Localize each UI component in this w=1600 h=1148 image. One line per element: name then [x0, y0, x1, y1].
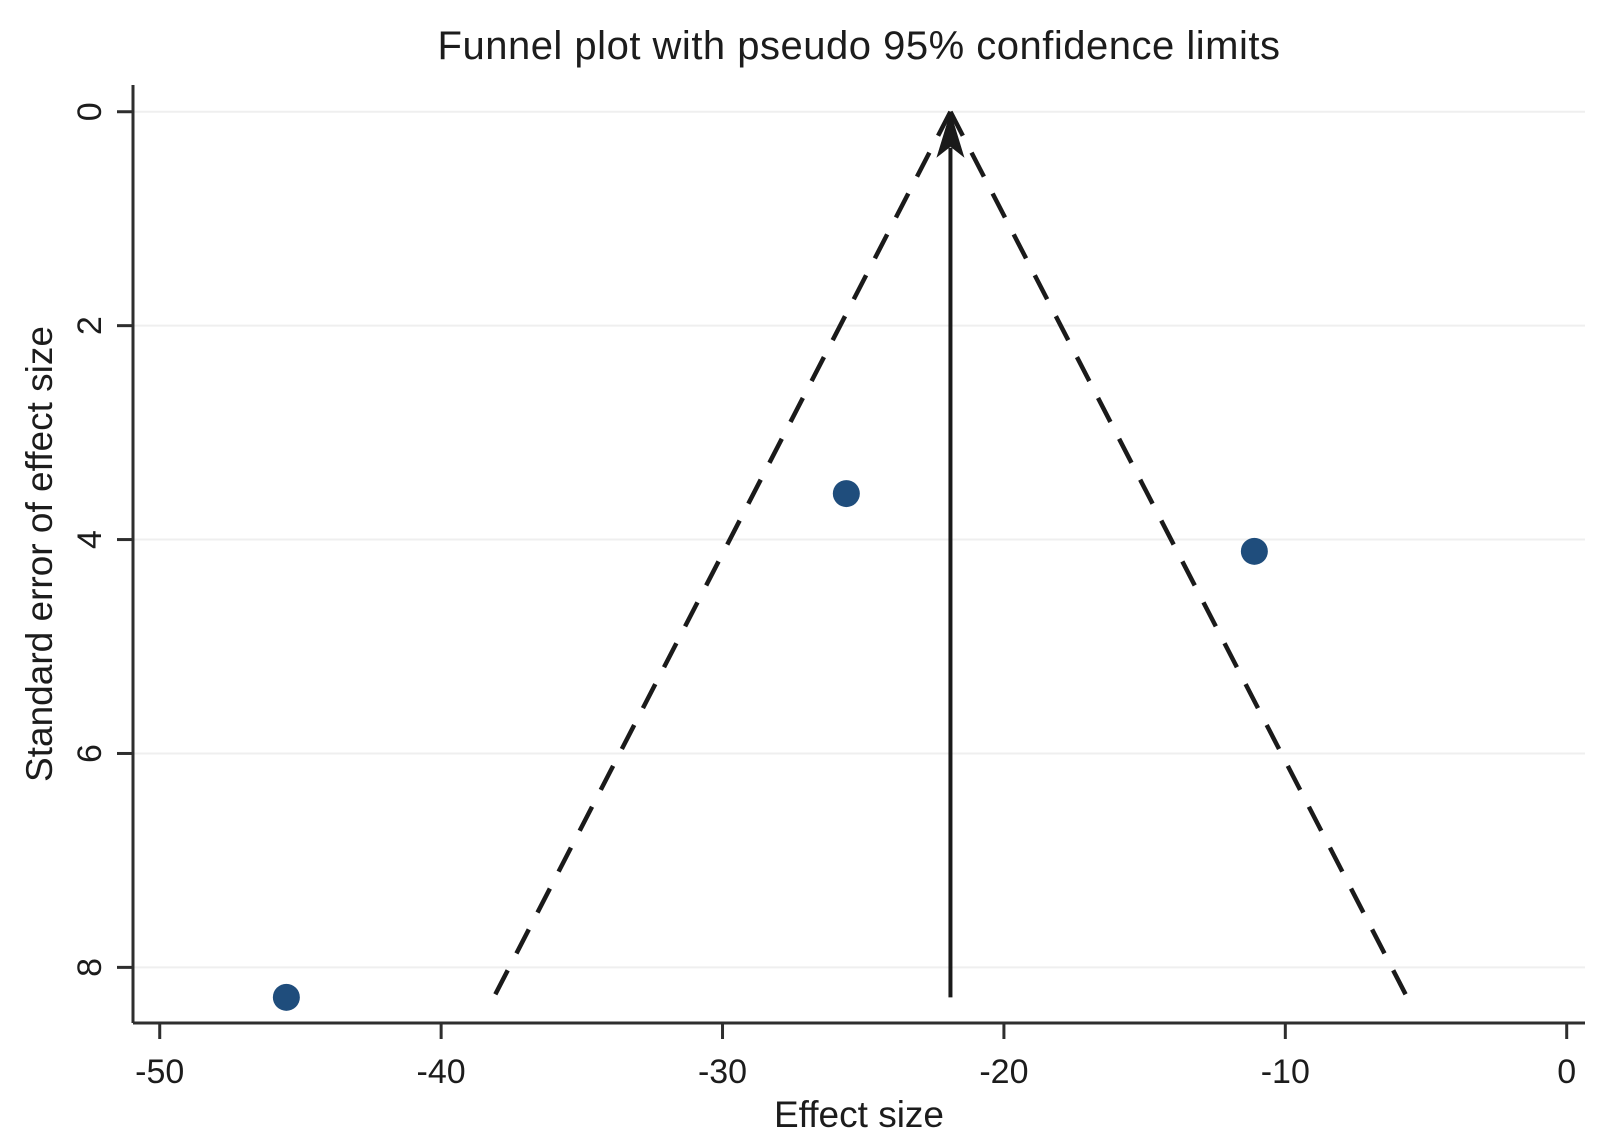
x-tick-label: -10: [1261, 1053, 1310, 1091]
x-tick-label: -30: [698, 1053, 747, 1091]
funnel-left-ci-line: [491, 110, 953, 999]
x-tick-label: -20: [979, 1053, 1028, 1091]
arrow-up-icon: [936, 111, 965, 158]
chart-title: Funnel plot with pseudo 95% confidence l…: [437, 24, 1281, 68]
x-tick-label: 0: [1557, 1053, 1576, 1091]
x-tick-label: -50: [135, 1053, 184, 1091]
y-tick-label: 8: [71, 958, 109, 977]
data-point: [832, 480, 860, 508]
y-tick-label: 0: [71, 102, 109, 121]
y-tick-label: 4: [71, 530, 109, 549]
x-tick-label: -40: [417, 1053, 466, 1091]
y-tick-label: 2: [71, 316, 109, 335]
x-axis-title: Effect size: [773, 1094, 944, 1135]
data-point: [272, 983, 300, 1011]
funnel-right-ci-line: [948, 110, 1410, 999]
data-point: [1240, 537, 1268, 565]
y-tick-label: 6: [71, 744, 109, 763]
